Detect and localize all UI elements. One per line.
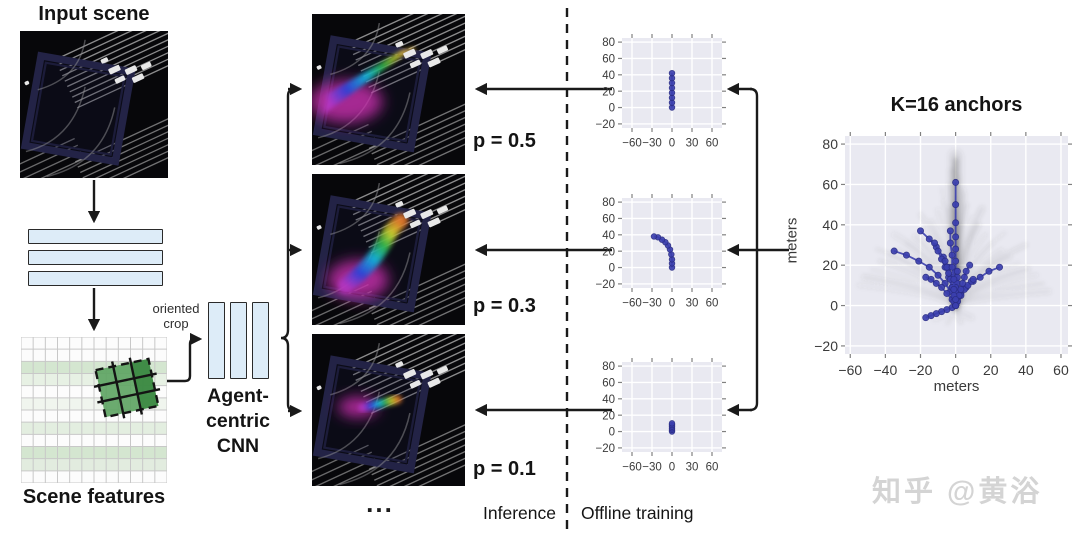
svg-text:60: 60	[602, 54, 615, 66]
scene-features-grid	[21, 337, 167, 483]
svg-text:60: 60	[706, 298, 719, 310]
svg-text:40: 40	[822, 217, 838, 233]
svg-text:0: 0	[830, 298, 838, 314]
svg-text:60: 60	[822, 176, 838, 192]
svg-text:−20: −20	[595, 279, 615, 291]
svg-text:−20: −20	[595, 119, 615, 131]
feature-map-bar-3	[28, 271, 163, 286]
svg-text:20: 20	[822, 257, 838, 273]
watermark-zhihu: 知乎 @黄浴	[872, 476, 1043, 508]
scene-features-label: Scene features	[22, 486, 166, 508]
offline-training-section-label: Offline training	[581, 503, 694, 523]
svg-text:−20: −20	[909, 362, 933, 378]
svg-text:−60: −60	[622, 138, 642, 150]
inference-image-2	[312, 174, 465, 325]
svg-text:−40: −40	[874, 362, 898, 378]
agent-centric-cnn-label: Agent- centric CNN	[197, 384, 279, 459]
cnn-layer-bar-2	[230, 302, 247, 379]
probability-label-2: p = 0.3	[473, 295, 536, 317]
training-plot-2: −60 −30 0 30 60 80 60 40 20 0 −20	[595, 194, 726, 310]
svg-text:20: 20	[983, 362, 999, 378]
svg-text:80: 80	[602, 37, 615, 49]
inference-section-label: Inference	[483, 503, 556, 523]
svg-text:0: 0	[609, 263, 615, 275]
svg-text:20: 20	[602, 86, 615, 98]
agent-cnn-line-3: CNN	[216, 435, 260, 457]
svg-text:30: 30	[686, 462, 699, 474]
svg-text:0: 0	[609, 427, 615, 439]
svg-text:0: 0	[669, 462, 675, 474]
anchors-plot-ylabel: meters	[783, 217, 801, 264]
svg-text:−30: −30	[642, 138, 662, 150]
svg-text:−30: −30	[642, 462, 662, 474]
svg-text:40: 40	[1018, 362, 1034, 378]
svg-text:60: 60	[602, 378, 615, 390]
svg-text:−20: −20	[595, 443, 615, 455]
svg-text:30: 30	[686, 298, 699, 310]
svg-text:0: 0	[609, 103, 615, 115]
trajectory-heatmap	[327, 213, 409, 300]
svg-text:0: 0	[952, 362, 960, 378]
svg-text:−20: −20	[814, 338, 838, 354]
svg-text:60: 60	[1053, 362, 1069, 378]
svg-text:−30: −30	[642, 298, 662, 310]
training-plot-1: −60 −30 0 30 60 80 60 40 20 0 −20	[595, 34, 726, 150]
training-plot-3: −60 −30 0 30 60 80 60 40 20 0 −20	[595, 358, 726, 474]
anchors-plot-title: K=16 anchors	[890, 94, 1023, 116]
svg-text:60: 60	[706, 138, 719, 150]
svg-text:60: 60	[602, 214, 615, 226]
svg-text:80: 80	[822, 136, 838, 152]
svg-text:−60: −60	[622, 462, 642, 474]
inference-image-1	[312, 14, 465, 165]
svg-text:40: 40	[602, 394, 615, 406]
input-scene-image	[20, 31, 168, 178]
brace-cnn-outputs	[280, 87, 296, 413]
anchors-plot-xlabel: meters	[933, 378, 980, 395]
arrow-crop-to-cnn	[153, 332, 203, 383]
svg-text:20: 20	[602, 246, 615, 258]
input-scene-title: Input scene	[38, 3, 150, 25]
svg-text:0: 0	[669, 298, 675, 310]
svg-text:20: 20	[602, 410, 615, 422]
svg-text:40: 40	[602, 70, 615, 82]
svg-text:0: 0	[669, 138, 675, 150]
agent-cnn-line-2: centric	[206, 410, 270, 432]
agent-cnn-line-1: Agent-	[207, 385, 269, 407]
cnn-layer-bar-1	[208, 302, 225, 379]
probability-label-1: p = 0.5	[473, 130, 536, 152]
svg-text:−60: −60	[622, 298, 642, 310]
more-modes-ellipsis: ...	[366, 488, 394, 518]
svg-text:60: 60	[706, 462, 719, 474]
svg-text:80: 80	[602, 361, 615, 373]
probability-label-3: p = 0.1	[473, 458, 536, 480]
trajectory-heatmap	[338, 395, 402, 417]
cnn-layer-bar-3	[252, 302, 269, 379]
svg-text:40: 40	[602, 230, 615, 242]
oriented-crop-label: oriented crop	[152, 301, 200, 331]
svg-text:80: 80	[602, 197, 615, 209]
inference-image-3	[312, 334, 465, 486]
feature-map-bar-2	[28, 250, 163, 265]
feature-map-bar-1	[28, 229, 163, 244]
svg-text:−60: −60	[838, 362, 862, 378]
anchors-plot: −60 −40 −20 0 20 40 60 80 60 40 20 0 −20	[814, 132, 1072, 378]
oriented-crop-box	[93, 357, 161, 419]
svg-text:30: 30	[686, 138, 699, 150]
